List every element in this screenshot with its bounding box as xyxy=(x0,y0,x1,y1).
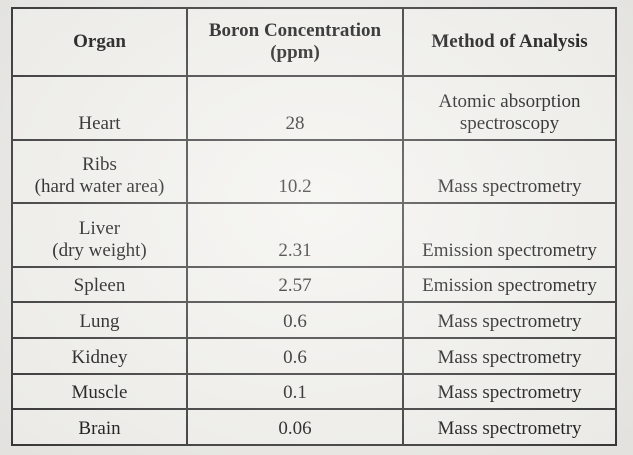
header-row: Organ Boron Concentration (ppm) Method o… xyxy=(11,7,617,77)
cell-concentration: 28 xyxy=(186,75,404,141)
cell-concentration: 2.31 xyxy=(186,202,404,268)
organ-note: (hard water area) xyxy=(34,176,165,198)
cell-method: Mass spectrometry xyxy=(402,337,617,375)
cell-organ: Brain xyxy=(11,408,188,446)
cell-concentration: 0.6 xyxy=(186,301,404,340)
row-brain: Brain 0.06 Mass spectrometry xyxy=(11,408,617,446)
boron-value: 0.6 xyxy=(283,346,307,368)
cell-method: Mass spectrometry xyxy=(402,301,617,340)
organ-name: Liver xyxy=(78,217,121,239)
organ-name: Brain xyxy=(78,417,121,439)
column-header-organ: Organ xyxy=(11,7,188,77)
organ-note: (dry weight) xyxy=(52,239,147,261)
row-spleen: Spleen 2.57 Emission spectrometry xyxy=(11,265,617,304)
organ-name: Spleen xyxy=(73,275,126,297)
row-ribs: Ribs (hard water area) 10.2 Mass spectro… xyxy=(11,138,617,205)
cell-concentration: 0.06 xyxy=(186,408,404,446)
cell-concentration: 0.6 xyxy=(186,337,404,375)
cell-organ: Lung xyxy=(11,301,188,340)
boron-concentration-table: Organ Boron Concentration (ppm) Method o… xyxy=(11,7,617,446)
boron-value: 28 xyxy=(285,112,305,134)
cell-organ: Liver (dry weight) xyxy=(11,202,188,268)
cell-method: Mass spectrometry xyxy=(402,372,617,411)
organ-name: Ribs xyxy=(82,154,117,176)
cell-method: Mass spectrometry xyxy=(402,138,617,205)
cell-organ: Ribs (hard water area) xyxy=(11,138,188,205)
row-muscle: Muscle 0.1 Mass spectrometry xyxy=(11,372,617,411)
boron-value: 0.1 xyxy=(283,382,307,404)
method-line: Mass spectrometry xyxy=(437,382,582,404)
column-header-concentration-unit: (ppm) xyxy=(270,42,320,63)
method-line: Mass spectrometry xyxy=(437,176,582,198)
method-line: Emission spectrometry xyxy=(422,275,597,297)
method-line: Mass spectrometry xyxy=(437,417,582,439)
cell-method: Emission spectrometry xyxy=(402,202,617,268)
row-lung: Lung 0.6 Mass spectrometry xyxy=(11,301,617,340)
column-header-organ-label: Organ xyxy=(73,30,126,52)
boron-value: 2.31 xyxy=(278,239,312,261)
cell-concentration: 10.2 xyxy=(186,138,404,205)
row-liver: Liver (dry weight) 2.31 Emission spectro… xyxy=(11,202,617,268)
cell-organ: Heart xyxy=(11,75,188,141)
method-line: Mass spectrometry xyxy=(437,346,582,368)
boron-value: 0.06 xyxy=(278,417,312,439)
organ-name: Muscle xyxy=(71,382,128,404)
cell-organ: Kidney xyxy=(11,337,188,375)
boron-value: 10.2 xyxy=(278,176,312,198)
cell-concentration: 2.57 xyxy=(186,265,404,304)
boron-value: 0.6 xyxy=(283,311,307,333)
column-header-concentration-label: Boron Concentration xyxy=(208,19,382,41)
cell-organ: Spleen xyxy=(11,265,188,304)
cell-method: Emission spectrometry xyxy=(402,265,617,304)
method-line: Mass spectrometry xyxy=(437,311,582,333)
method-line: Emission spectrometry xyxy=(422,239,597,261)
cell-method: Atomic absorption spectroscopy xyxy=(402,75,617,141)
method-line: Atomic absorption xyxy=(438,90,581,112)
column-header-method-label: Method of Analysis xyxy=(431,30,588,52)
organ-name: Heart xyxy=(78,112,121,134)
column-header-concentration: Boron Concentration (ppm) xyxy=(186,7,404,77)
row-kidney: Kidney 0.6 Mass spectrometry xyxy=(11,337,617,375)
cell-concentration: 0.1 xyxy=(186,372,404,411)
organ-name: Lung xyxy=(79,311,120,333)
organ-name: Kidney xyxy=(71,346,128,368)
column-header-method: Method of Analysis xyxy=(402,7,617,77)
method-line: spectroscopy xyxy=(459,112,560,134)
boron-value: 2.57 xyxy=(278,275,312,297)
cell-organ: Muscle xyxy=(11,372,188,411)
cell-method: Mass spectrometry xyxy=(402,408,617,446)
row-heart: Heart 28 Atomic absorption spectroscopy xyxy=(11,75,617,141)
